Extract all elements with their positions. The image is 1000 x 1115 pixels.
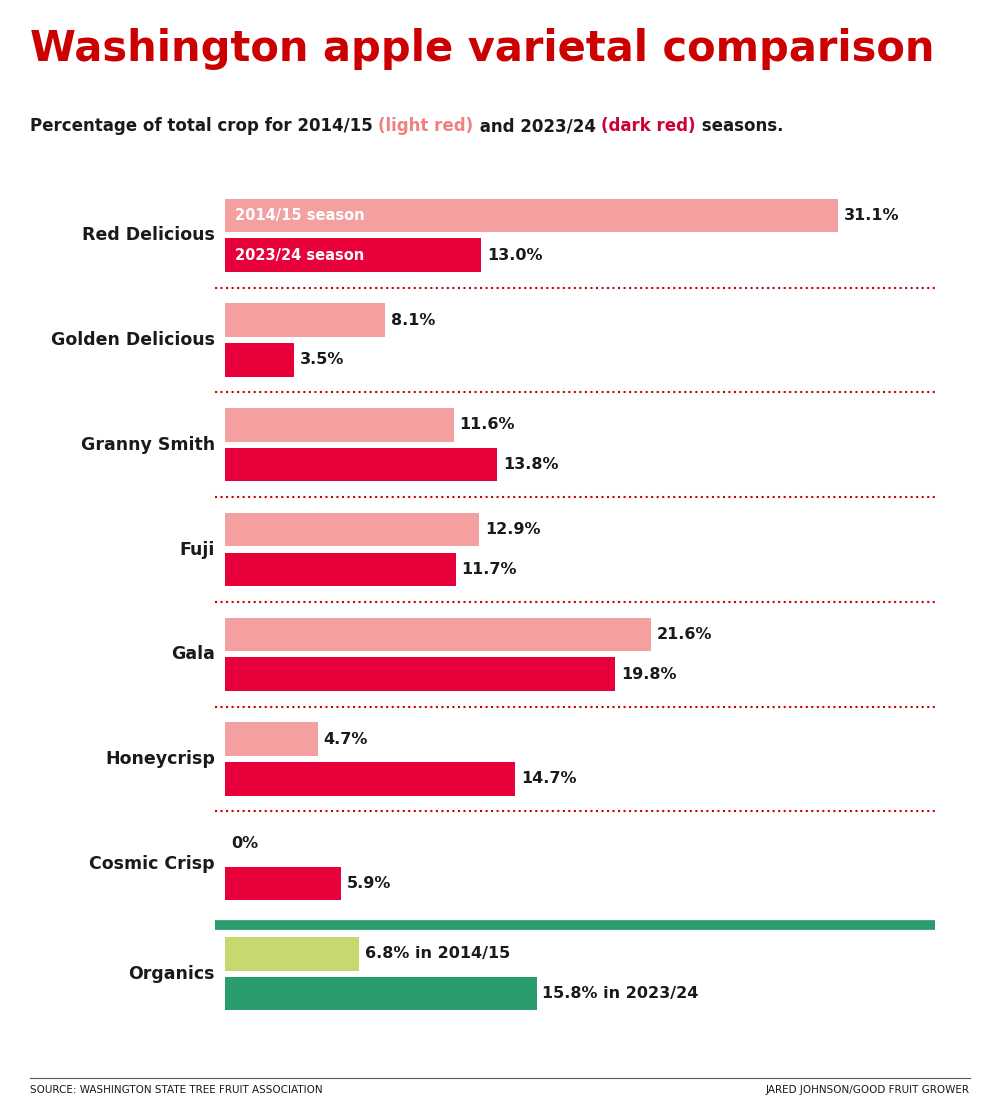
- Text: (light red): (light red): [378, 117, 474, 135]
- Text: 8.1%: 8.1%: [391, 312, 435, 328]
- Text: Red Delicious: Red Delicious: [82, 226, 215, 244]
- Text: Honeycrisp: Honeycrisp: [105, 750, 215, 768]
- Text: 14.7%: 14.7%: [521, 772, 576, 786]
- Text: 6.8% in 2014/15: 6.8% in 2014/15: [365, 947, 510, 961]
- Bar: [225, 343, 294, 377]
- Text: Granny Smith: Granny Smith: [81, 436, 215, 454]
- Bar: [225, 658, 615, 691]
- Text: (dark red): (dark red): [601, 117, 696, 135]
- Bar: [225, 553, 456, 586]
- Text: 2014/15 season: 2014/15 season: [235, 207, 364, 223]
- Bar: [225, 723, 318, 756]
- Bar: [225, 513, 479, 546]
- Text: Cosmic Crisp: Cosmic Crisp: [89, 855, 215, 873]
- Text: 13.0%: 13.0%: [487, 248, 543, 263]
- Text: 19.8%: 19.8%: [621, 667, 677, 681]
- Bar: [225, 408, 454, 442]
- Text: 11.7%: 11.7%: [462, 562, 517, 576]
- Bar: [225, 618, 651, 651]
- Bar: [225, 303, 385, 337]
- Text: 0%: 0%: [231, 836, 258, 852]
- Bar: [225, 937, 359, 971]
- Text: Organics: Organics: [128, 964, 215, 982]
- Bar: [225, 198, 838, 232]
- Text: 5.9%: 5.9%: [347, 876, 392, 891]
- Text: Golden Delicious: Golden Delicious: [51, 331, 215, 349]
- Text: JARED JOHNSON/GOOD FRUIT GROWER: JARED JOHNSON/GOOD FRUIT GROWER: [766, 1085, 970, 1095]
- Text: Percentage of total crop for 2014/15: Percentage of total crop for 2014/15: [30, 117, 378, 135]
- Text: 21.6%: 21.6%: [657, 627, 712, 642]
- Text: Fuji: Fuji: [180, 541, 215, 559]
- Bar: [225, 977, 537, 1010]
- Bar: [225, 867, 341, 901]
- Text: 2023/24 season: 2023/24 season: [235, 248, 364, 263]
- Bar: [225, 763, 515, 796]
- Text: 12.9%: 12.9%: [485, 522, 541, 537]
- Text: and 2023/24: and 2023/24: [474, 117, 601, 135]
- Text: Gala: Gala: [171, 646, 215, 663]
- Text: 31.1%: 31.1%: [844, 207, 900, 223]
- Text: SOURCE: WASHINGTON STATE TREE FRUIT ASSOCIATION: SOURCE: WASHINGTON STATE TREE FRUIT ASSO…: [30, 1085, 323, 1095]
- Text: 3.5%: 3.5%: [300, 352, 344, 368]
- Text: Washington apple varietal comparison: Washington apple varietal comparison: [30, 28, 934, 70]
- Text: 4.7%: 4.7%: [323, 731, 368, 747]
- Bar: [225, 239, 481, 272]
- Text: 11.6%: 11.6%: [460, 417, 515, 433]
- Bar: [225, 448, 497, 482]
- Text: seasons.: seasons.: [696, 117, 783, 135]
- Text: 13.8%: 13.8%: [503, 457, 558, 473]
- Text: 15.8% in 2023/24: 15.8% in 2023/24: [542, 986, 699, 1001]
